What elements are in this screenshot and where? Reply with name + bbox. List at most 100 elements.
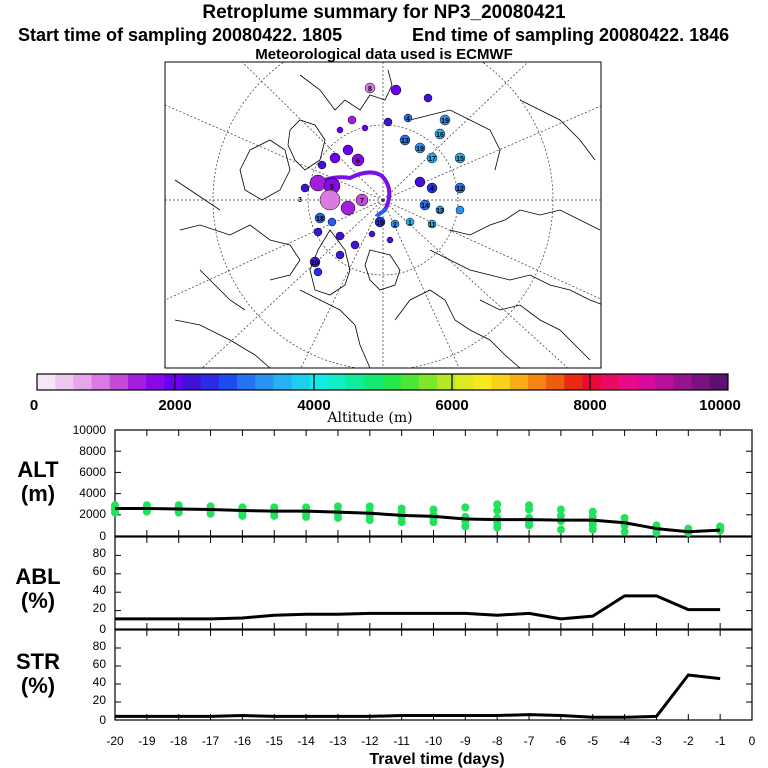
colorbar-cell [273, 374, 293, 390]
chart-title: Retroplume summary for NP3_20080421 [202, 2, 566, 23]
alt-scatter-point [333, 502, 342, 511]
axis-ticks [114, 429, 753, 721]
alt-scatter-point [397, 504, 406, 513]
colorbar-cell [37, 374, 56, 390]
alt-scatter-point [461, 503, 470, 512]
abl-ytick-label: 0 [99, 622, 106, 636]
colorbar-cell [582, 374, 602, 390]
map-number-labels: 8 6 3 5 7 19 16 13 4 15 19 17 12 4 14 13… [298, 86, 464, 267]
map-label: 3 [298, 197, 302, 204]
abl-panel-frame [114, 536, 753, 630]
met-data-label: Meteorological data used is ECMWF [255, 46, 513, 63]
colorbar: 0 2000 4000 6000 8000 10000 Altitude (m) [30, 373, 741, 426]
alt-scatter-point [588, 507, 597, 516]
map-label: 14 [421, 203, 429, 210]
alt-ytick-label: 0 [99, 529, 106, 543]
alt-scatter-point [620, 527, 629, 536]
str-ytick-label: 80 [93, 639, 107, 653]
alt-scatter-point [493, 500, 502, 509]
alt-ytick-label: 8000 [79, 444, 106, 458]
polar-map: 8 6 3 5 7 19 16 13 4 15 19 17 12 4 14 13… [164, 61, 602, 369]
x-tick-label: -15 [266, 734, 284, 748]
abl-ytick-label: 40 [93, 583, 107, 597]
colorbar-cell [455, 374, 474, 390]
x-tick-label: -9 [460, 734, 471, 748]
colorbar-cell [673, 374, 693, 390]
alt-ytick-label: 2000 [79, 507, 106, 521]
end-time-label: End time of sampling 20080422. 1846 [412, 25, 730, 45]
abl-ytick-label: 20 [93, 601, 107, 615]
map-label: 19 [416, 146, 424, 153]
colorbar-cell [600, 374, 620, 390]
colorbar-cell [527, 374, 547, 390]
alt-scatter-point [716, 522, 725, 531]
alt-scatter-point [493, 506, 502, 515]
colorbar-cell [255, 374, 274, 390]
map-label: 11 [428, 222, 436, 229]
colorbar-cell [164, 374, 183, 390]
str-ytick-label: 20 [93, 693, 107, 707]
colorbar-cell [346, 374, 365, 390]
colorbar-tick-label: 6000 [435, 397, 468, 414]
colorbar-cell [55, 374, 74, 390]
x-tick-label: -19 [138, 734, 156, 748]
colorbar-cell [709, 374, 729, 390]
median-lines [115, 506, 721, 719]
colorbar-cell [327, 374, 347, 390]
map-label: 20 [311, 260, 319, 267]
str-ytick-label: 60 [93, 657, 107, 671]
x-tick-label: -20 [106, 734, 124, 748]
colorbar-cell [309, 374, 329, 390]
map-label: 1 [408, 220, 412, 227]
x-tick-label: -3 [651, 734, 662, 748]
str-ytick-label: 40 [93, 675, 107, 689]
colorbar-tick-label: 10000 [699, 397, 741, 414]
alt-scatter-point [493, 519, 502, 528]
alt-scatter-points [111, 500, 725, 537]
x-tick-label: -14 [297, 734, 315, 748]
map-label: 12 [456, 186, 464, 193]
colorbar-cell [437, 374, 456, 390]
x-tick-label: 0 [749, 734, 756, 748]
alt-scatter-point [556, 511, 565, 520]
x-tick-label: -7 [524, 734, 535, 748]
str-line [115, 673, 721, 719]
colorbar-tick-label: 2000 [158, 397, 191, 414]
x-tick-label: -10 [425, 734, 443, 748]
colorbar-cell [73, 374, 93, 390]
alt-median-line [115, 506, 721, 534]
alt-scatter-point [620, 513, 629, 522]
x-tick-label: -13 [329, 734, 347, 748]
colorbar-cell [400, 374, 420, 390]
colorbar-cell [109, 374, 129, 390]
map-label: 13 [401, 138, 409, 145]
colorbar-cell [418, 374, 438, 390]
map-label: 16 [436, 132, 444, 139]
x-axis-label: Travel time (days) [369, 751, 504, 768]
map-label: 15 [456, 156, 464, 163]
x-tick-label: -12 [361, 734, 379, 748]
abl-label: ABL [15, 564, 60, 589]
str-ytick-label: 0 [99, 713, 106, 727]
map-label: 17 [428, 156, 436, 163]
str-label: STR [16, 649, 60, 674]
colorbar-cell [546, 374, 565, 390]
alt-scatter-point [302, 503, 311, 512]
start-time-label: Start time of sampling 20080422. 1805 [18, 25, 343, 45]
colorbar-cell [382, 374, 402, 390]
colorbar-axis-label: Altitude (m) [326, 410, 412, 426]
map-label: 7 [360, 198, 364, 205]
colorbar-cell [127, 374, 147, 390]
x-tick-label: -17 [202, 734, 220, 748]
str-unit-label: (%) [21, 673, 55, 698]
plume-centroids [300, 82, 466, 277]
x-tick-label: -6 [556, 734, 567, 748]
alt-scatter-point [525, 501, 534, 510]
alt-unit-label: (m) [21, 481, 55, 506]
alt-scatter-point [429, 505, 438, 514]
map-label: 13 [436, 208, 444, 215]
alt-scatter-point [556, 525, 565, 534]
x-tick-label: -18 [170, 734, 188, 748]
map-label: 5 [330, 184, 334, 191]
map-label: 6 [356, 158, 360, 165]
